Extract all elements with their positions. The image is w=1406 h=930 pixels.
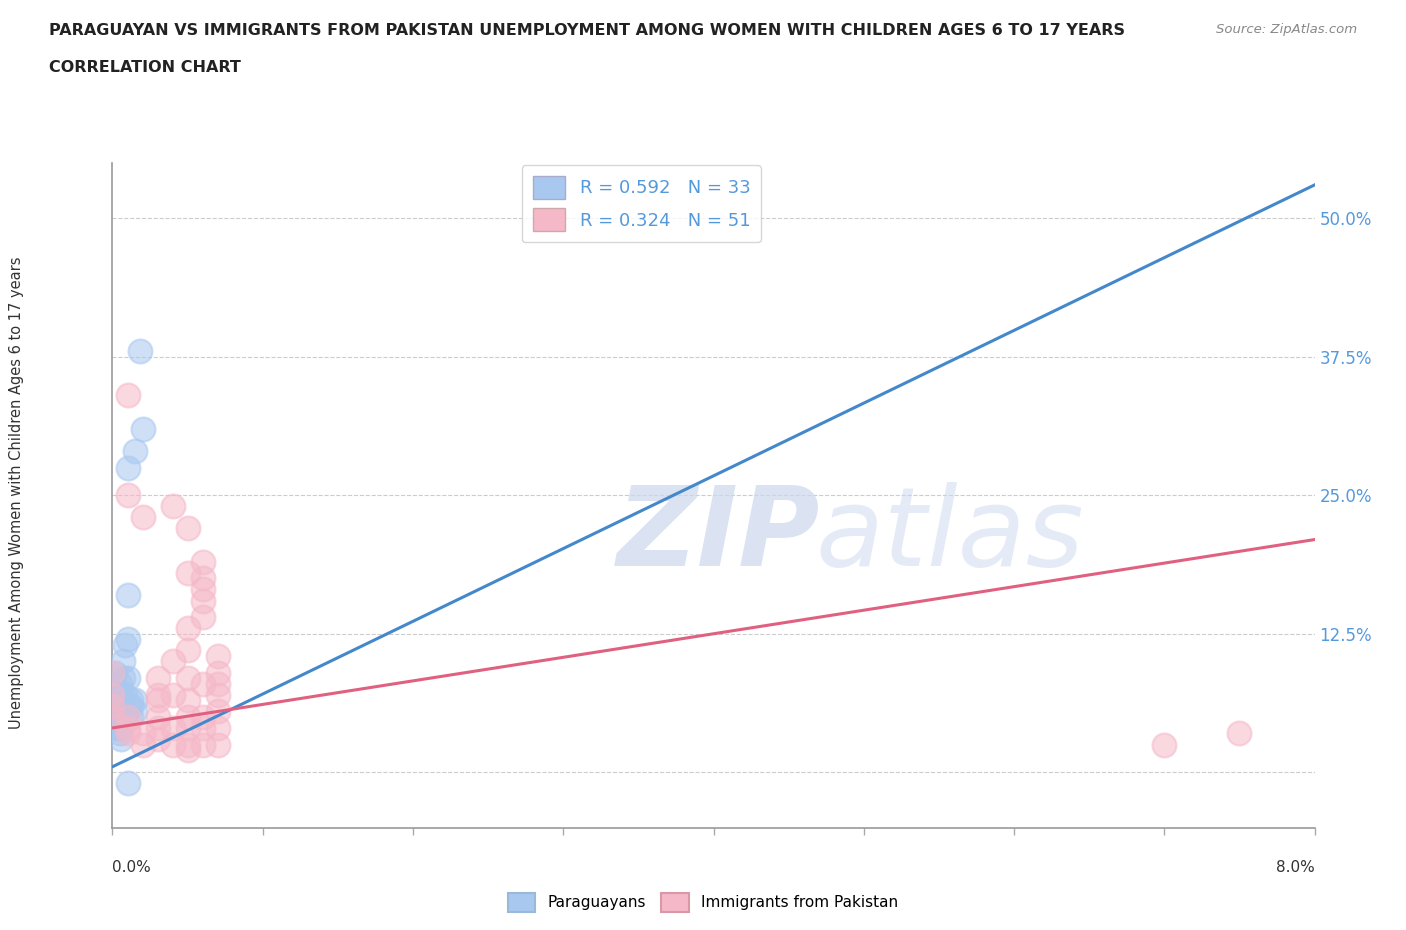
Text: 8.0%: 8.0% (1275, 860, 1315, 875)
Point (191, 676, 214, 691)
Point (176, 710, 198, 724)
Point (146, 721, 169, 736)
Point (1153, 737, 1175, 752)
Point (191, 737, 214, 752)
Point (1229, 726, 1251, 741)
Point (162, 654, 184, 669)
Point (191, 571, 214, 586)
Point (191, 610, 214, 625)
Point (146, 693, 169, 708)
Point (176, 743, 198, 758)
Point (191, 582, 214, 597)
Point (117, 776, 139, 790)
Text: 0.0%: 0.0% (112, 860, 152, 875)
Point (124, 704, 146, 719)
Point (117, 588, 139, 603)
Point (103, 704, 125, 719)
Point (146, 671, 169, 685)
Point (176, 693, 198, 708)
Point (176, 671, 198, 685)
Point (107, 710, 129, 724)
Point (117, 388, 139, 403)
Point (207, 665, 229, 680)
Point (191, 554, 214, 569)
Point (108, 676, 131, 691)
Point (191, 710, 214, 724)
Point (131, 510, 153, 525)
Point (131, 421, 153, 436)
Point (124, 693, 146, 708)
Text: CORRELATION CHART: CORRELATION CHART (49, 60, 240, 75)
Text: PARAGUAYAN VS IMMIGRANTS FROM PAKISTAN UNEMPLOYMENT AMONG WOMEN WITH CHILDREN AG: PARAGUAYAN VS IMMIGRANTS FROM PAKISTAN U… (49, 23, 1125, 38)
Point (128, 344, 150, 359)
Point (176, 737, 198, 752)
Point (120, 693, 142, 708)
Legend: R = 0.592   N = 33, R = 0.324   N = 51: R = 0.592 N = 33, R = 0.324 N = 51 (522, 166, 761, 242)
Point (110, 687, 132, 702)
Point (162, 687, 184, 702)
Point (114, 637, 136, 652)
Point (114, 687, 136, 702)
Point (176, 621, 198, 636)
Point (162, 737, 184, 752)
Point (176, 721, 198, 736)
Point (101, 687, 124, 702)
Point (176, 565, 198, 580)
Text: ZIP: ZIP (617, 482, 821, 589)
Point (117, 710, 139, 724)
Point (146, 687, 169, 702)
Point (131, 737, 153, 752)
Point (117, 488, 139, 503)
Text: Unemployment Among Women with Children Ages 6 to 17 years: Unemployment Among Women with Children A… (10, 257, 24, 729)
Point (108, 693, 131, 708)
Text: Source: ZipAtlas.com: Source: ZipAtlas.com (1216, 23, 1357, 36)
Point (110, 732, 132, 747)
Point (124, 444, 146, 458)
Point (207, 676, 229, 691)
Point (191, 593, 214, 608)
Point (101, 665, 124, 680)
Point (105, 710, 128, 724)
Point (117, 631, 139, 646)
Point (114, 710, 136, 724)
Point (146, 710, 169, 724)
Point (117, 460, 139, 475)
Point (131, 726, 153, 741)
Point (207, 721, 229, 736)
Point (110, 721, 132, 736)
Text: atlas: atlas (815, 482, 1084, 589)
Point (103, 676, 125, 691)
Point (117, 671, 139, 685)
Point (101, 698, 124, 713)
Point (146, 732, 169, 747)
Point (176, 521, 198, 536)
Point (162, 721, 184, 736)
Point (191, 721, 214, 736)
Point (107, 698, 129, 713)
Point (104, 687, 127, 702)
Point (111, 654, 134, 669)
Point (101, 710, 124, 724)
Point (108, 726, 131, 741)
Point (207, 737, 229, 752)
Point (162, 498, 184, 513)
Point (117, 726, 139, 741)
Point (207, 704, 229, 719)
Point (105, 721, 128, 736)
Point (111, 671, 134, 685)
Point (207, 648, 229, 663)
Point (120, 710, 142, 724)
Point (104, 665, 127, 680)
Point (207, 687, 229, 702)
Point (117, 721, 139, 736)
Legend: Paraguayans, Immigrants from Pakistan: Paraguayans, Immigrants from Pakistan (502, 887, 904, 918)
Point (120, 698, 142, 713)
Point (105, 693, 128, 708)
Point (176, 643, 198, 658)
